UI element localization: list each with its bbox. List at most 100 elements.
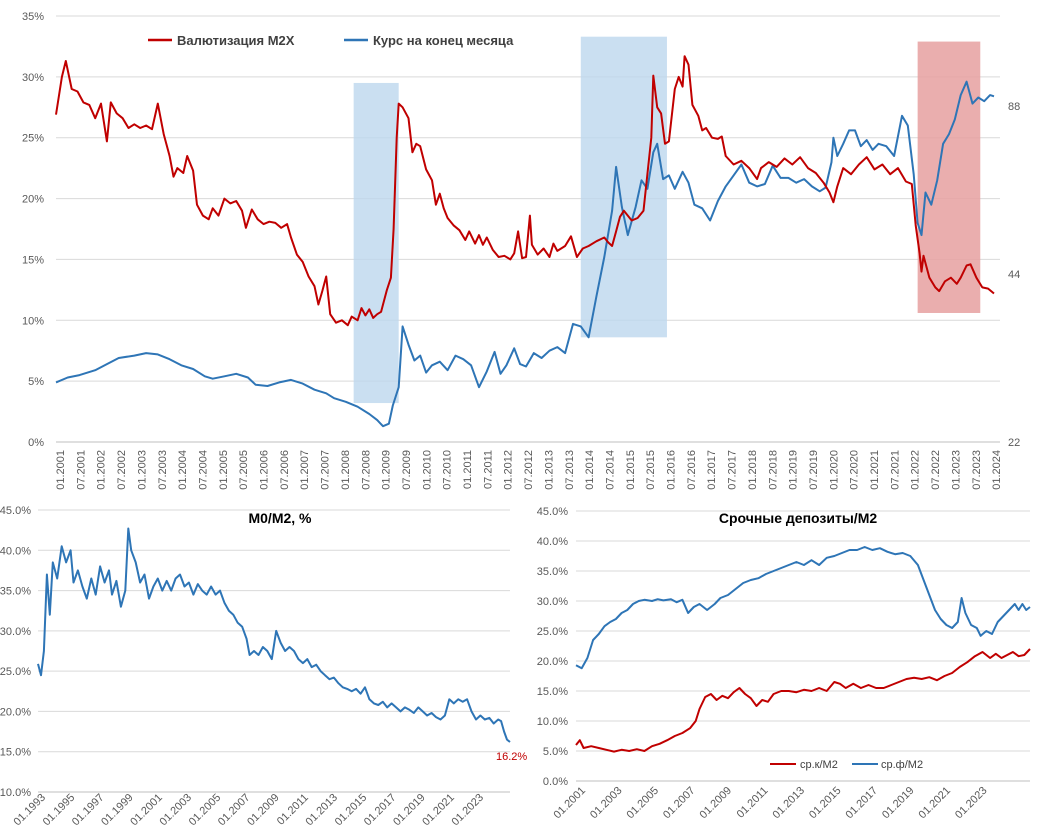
- deposits-y-tick-label: 10.0%: [537, 716, 568, 728]
- m0-m2-y-tick-label: 25.0%: [0, 666, 31, 678]
- deposits-gridlines: [576, 510, 1030, 782]
- top-x-tick-label: 01.2010: [421, 450, 433, 490]
- top-x-tick-label: 07.2012: [523, 450, 535, 490]
- top-x-tick-label: 07.2019: [808, 450, 820, 490]
- m0-m2-x-tick-label: 01.2023: [450, 792, 487, 829]
- deposits-x-tick-label: 01.2011: [735, 785, 771, 821]
- top-x-tick-label: 07.2023: [971, 450, 983, 490]
- top-x-tick-label: 01.2008: [340, 450, 352, 490]
- series-line: [55, 80, 995, 428]
- top-x-tick-label: 07.2020: [849, 450, 861, 490]
- top-y-tick-label: 30%: [22, 72, 44, 84]
- top-x-tick-label: 07.2005: [238, 450, 250, 490]
- top-right-y-tick-labels: 22 44 88: [1008, 101, 1020, 449]
- deposits-x-tick-label: 01.2015: [807, 785, 844, 822]
- top-gridlines: [56, 15, 1000, 443]
- top-x-tick-label: 01.2016: [666, 450, 678, 490]
- deposits-legend: ср.к/М2 ср.ф/М2: [770, 759, 923, 771]
- top-x-tick-label: 01.2003: [136, 450, 148, 490]
- top-x-tick-label: 01.2012: [503, 450, 515, 490]
- deposits-y-tick-label: 25.0%: [537, 626, 568, 638]
- deposits-y-tick-label: 30.0%: [537, 596, 568, 608]
- m0-m2-x-tick-label: 01.2009: [245, 792, 282, 829]
- deposits-line: [575, 546, 1031, 670]
- deposits-y-tick-label: 40.0%: [537, 536, 568, 548]
- top-y-tick-label: 10%: [22, 315, 44, 327]
- top-x-tick-label: 01.2018: [747, 450, 759, 490]
- top-left-y-tick-labels: 0% 5% 10% 15% 20% 25% 30% 35%: [22, 11, 44, 449]
- top-x-tick-label: 01.2011: [462, 450, 474, 489]
- top-x-tick-label: 07.2018: [767, 450, 779, 490]
- top-x-tick-label: 01.2009: [381, 450, 393, 490]
- top-x-tick-label: 07.2009: [401, 450, 413, 490]
- top-x-tick-label: 07.2006: [279, 450, 291, 490]
- m0-m2-y-tick-label: 40.0%: [0, 545, 31, 557]
- top-legend: Валютизация М2Х Курс на конец месяца: [148, 33, 514, 48]
- top-x-tick-label: 07.2022: [930, 450, 942, 490]
- deposits-x-tick-label: 01.2009: [698, 785, 735, 822]
- top-x-tick-label: 07.2013: [564, 450, 576, 490]
- m0-m2-line: [37, 527, 511, 743]
- top-x-tick-label: 01.2022: [910, 450, 922, 490]
- top-y-tick-label: 25%: [22, 133, 44, 145]
- deposits-x-tick-label: 01.2005: [625, 785, 662, 822]
- deposits-y-tick-label: 35.0%: [537, 566, 568, 578]
- m0-m2-chart: 10.0% 15.0% 20.0% 25.0% 30.0% 35.0% 40.0% 45.0%…: [0, 505, 527, 828]
- m0-m2-title: M0/M2, %: [248, 510, 312, 526]
- top-x-tick-label: 07.2015: [645, 450, 657, 490]
- top-x-tick-label: 01.2024: [991, 450, 1003, 490]
- deposits-x-tick-label: 01.2007: [661, 785, 698, 822]
- top-series-lines: [55, 55, 995, 428]
- top-x-tick-label: 07.2021: [889, 450, 901, 490]
- top-x-tick-label: 01.2006: [259, 450, 271, 490]
- deposits-x-tick-labels: 01.2001 01.2003 01.2005 01.2007 01.2009 01.20…: [552, 785, 990, 822]
- m0-m2-y-tick-label: 35.0%: [0, 586, 31, 598]
- top-x-tick-label: 01.2019: [788, 450, 800, 490]
- deposits-y-tick-label: 5.0%: [543, 746, 568, 758]
- deposits-x-tick-label: 01.2001: [552, 785, 589, 822]
- m0-m2-y-tick-label: 20.0%: [0, 706, 31, 718]
- top-y-tick-label: 0%: [28, 437, 44, 449]
- deposits-x-tick-label: 01.2019: [880, 785, 917, 822]
- top-x-tick-label: 01.2015: [625, 450, 637, 490]
- top-x-tick-label: 07.2003: [157, 450, 169, 490]
- top-x-tick-label: 07.2017: [727, 450, 739, 490]
- top-right-y-tick-label: 88: [1008, 101, 1020, 113]
- deposits-series-lines: [575, 546, 1031, 753]
- m0-m2-x-tick-labels: 01.199301.199501.199701.199901.200101.20…: [12, 792, 487, 829]
- deposits-y-tick-labels: 0.0% 5.0% 10.0% 15.0% 20.0% 25.0% 30.0% 35.0% 40…: [537, 506, 568, 788]
- top-x-tick-label: 07.2007: [320, 450, 332, 490]
- top-x-tick-label: 07.2004: [197, 450, 209, 490]
- top-x-tick-label: 07.2016: [686, 450, 698, 490]
- m0-m2-y-tick-labels: 10.0% 15.0% 20.0% 25.0% 30.0% 35.0% 40.0% 45.0%: [0, 505, 31, 799]
- m0-m2-end-value-label: 16.2%: [496, 751, 527, 763]
- top-x-tick-label: 07.2008: [360, 450, 372, 490]
- top-right-y-tick-label: 22: [1008, 437, 1020, 449]
- top-x-tick-label: 01.2004: [177, 450, 189, 490]
- deposits-y-tick-label: 0.0%: [543, 776, 568, 788]
- deposits-y-tick-label: 20.0%: [537, 656, 568, 668]
- top-x-tick-label: 01.2020: [828, 450, 840, 490]
- top-x-tick-labels: 01.2001 07.2001 01.2002 07.2002 01.2003 07.20…: [55, 450, 1003, 490]
- top-y-tick-label: 5%: [28, 376, 44, 388]
- top-x-tick-label: 01.2017: [706, 450, 718, 490]
- m0-m2-y-tick-label: 30.0%: [0, 626, 31, 638]
- deposits-title: Срочные депозиты/М2: [719, 510, 878, 526]
- top-x-tick-label: 01.2005: [218, 450, 230, 490]
- deposits-x-tick-label: 01.2023: [953, 785, 990, 822]
- top-x-tick-label: 01.2023: [950, 450, 962, 490]
- deposits-y-tick-label: 15.0%: [537, 686, 568, 698]
- top-x-tick-label: 07.2014: [604, 450, 616, 490]
- dollarization-chart: 0% 5% 10% 15% 20% 25% 30% 35% 22 44 88 01.2001 07.…: [22, 11, 1020, 490]
- top-x-tick-label: 01.2013: [543, 450, 555, 490]
- deposits-x-tick-label: 01.2021: [917, 785, 954, 822]
- term-deposits-chart: 0.0% 5.0% 10.0% 15.0% 20.0% 25.0% 30.0% 35.0% 40…: [537, 506, 1031, 822]
- top-y-tick-label: 35%: [22, 11, 44, 23]
- legend-label-dollarization: Валютизация М2Х: [177, 33, 295, 48]
- m0-m2-gridlines: [38, 509, 510, 793]
- legend-label-exchange-rate: Курс на конец месяца: [373, 33, 514, 48]
- legend-label-individual: ср.ф/М2: [881, 759, 923, 771]
- top-x-tick-label: 01.2014: [584, 450, 596, 490]
- deposits-x-tick-label: 01.2003: [588, 785, 625, 822]
